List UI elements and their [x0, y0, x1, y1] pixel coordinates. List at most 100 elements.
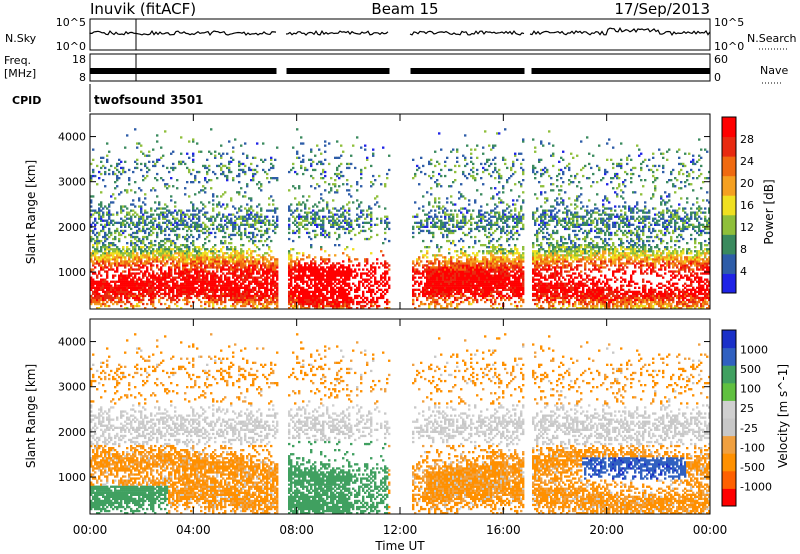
power-cell — [362, 291, 364, 293]
power-cell — [116, 179, 118, 181]
power-cell — [166, 299, 168, 301]
power-cell — [258, 248, 260, 250]
power-cell — [124, 270, 126, 272]
power-cell — [322, 177, 324, 179]
power-cell — [178, 299, 180, 301]
power-cell — [134, 250, 136, 252]
power-cell — [272, 224, 274, 226]
power-cell — [336, 218, 338, 220]
power-cell — [256, 305, 258, 307]
power-cell — [364, 287, 366, 289]
power-cell — [192, 205, 194, 207]
power-cell — [124, 205, 126, 207]
power-cell — [220, 145, 222, 147]
power-cell — [220, 299, 222, 301]
power-cell — [302, 283, 304, 285]
power-cell — [152, 272, 154, 274]
power-cell — [136, 254, 138, 256]
power-cell — [116, 212, 118, 214]
power-cell — [166, 183, 168, 185]
power-cell — [350, 185, 352, 187]
power-cell — [260, 185, 262, 187]
power-cell — [242, 244, 244, 246]
power-cell — [126, 299, 128, 301]
power-cell — [296, 289, 298, 291]
power-cell — [174, 230, 176, 232]
power-cell — [114, 197, 116, 199]
power-cell — [178, 228, 180, 230]
power-cell — [236, 224, 238, 226]
power-cell — [100, 201, 102, 203]
power-cell — [338, 173, 340, 175]
power-cell — [368, 279, 370, 281]
power-cell — [184, 220, 186, 222]
power-cell — [306, 214, 308, 216]
power-cell — [140, 248, 142, 250]
power-cell — [372, 299, 374, 301]
power-cell — [214, 232, 216, 234]
power-cell — [156, 134, 158, 136]
power-cell — [370, 236, 372, 238]
power-cell — [376, 201, 378, 203]
power-cell — [208, 240, 210, 242]
power-cell — [100, 218, 102, 220]
power-cell — [214, 297, 216, 299]
power-cell — [238, 207, 240, 209]
power-cell — [116, 230, 118, 232]
power-cell — [112, 277, 114, 279]
power-cell — [358, 203, 360, 205]
power-cell — [162, 155, 164, 157]
power-cell — [108, 216, 110, 218]
power-cell — [296, 283, 298, 285]
power-cell — [208, 169, 210, 171]
power-cell — [154, 283, 156, 285]
power-cell — [362, 283, 364, 285]
power-cell — [228, 169, 230, 171]
power-cell — [148, 254, 150, 256]
power-cell — [220, 270, 222, 272]
power-cell — [160, 281, 162, 283]
power-cell — [348, 279, 350, 281]
power-cell — [276, 297, 278, 299]
power-cell — [116, 165, 118, 167]
power-cell — [100, 167, 102, 169]
power-cell — [276, 293, 278, 295]
power-cell — [174, 279, 176, 281]
power-cell — [222, 272, 224, 274]
power-cell — [376, 195, 378, 197]
power-cell — [292, 222, 294, 224]
power-cell — [212, 210, 214, 212]
power-cell — [310, 283, 312, 285]
power-cell — [160, 270, 162, 272]
power-cell — [322, 210, 324, 212]
power-cell — [200, 264, 202, 266]
power-cell — [358, 262, 360, 264]
power-cell — [332, 262, 334, 264]
power-cell — [214, 220, 216, 222]
power-cell — [180, 136, 182, 138]
power-cell — [136, 244, 138, 246]
power-cell — [366, 159, 368, 161]
power-cell — [110, 285, 112, 287]
power-cell — [92, 195, 94, 197]
power-cell — [334, 179, 336, 181]
power-cell — [224, 301, 226, 303]
power-cell — [220, 220, 222, 222]
power-cell — [264, 218, 266, 220]
power-cell — [348, 293, 350, 295]
power-cell — [178, 266, 180, 268]
power-cell — [356, 207, 358, 209]
power-cell — [208, 165, 210, 167]
power-cell — [346, 179, 348, 181]
power-cell — [188, 250, 190, 252]
power-cell — [122, 167, 124, 169]
power-cell — [268, 260, 270, 262]
power-cell — [324, 250, 326, 252]
power-cell — [290, 264, 292, 266]
power-cell — [226, 153, 228, 155]
power-cell — [380, 283, 382, 285]
power-cell — [226, 175, 228, 177]
power-cell — [102, 228, 104, 230]
power-cell — [364, 149, 366, 151]
power-cell — [112, 254, 114, 256]
